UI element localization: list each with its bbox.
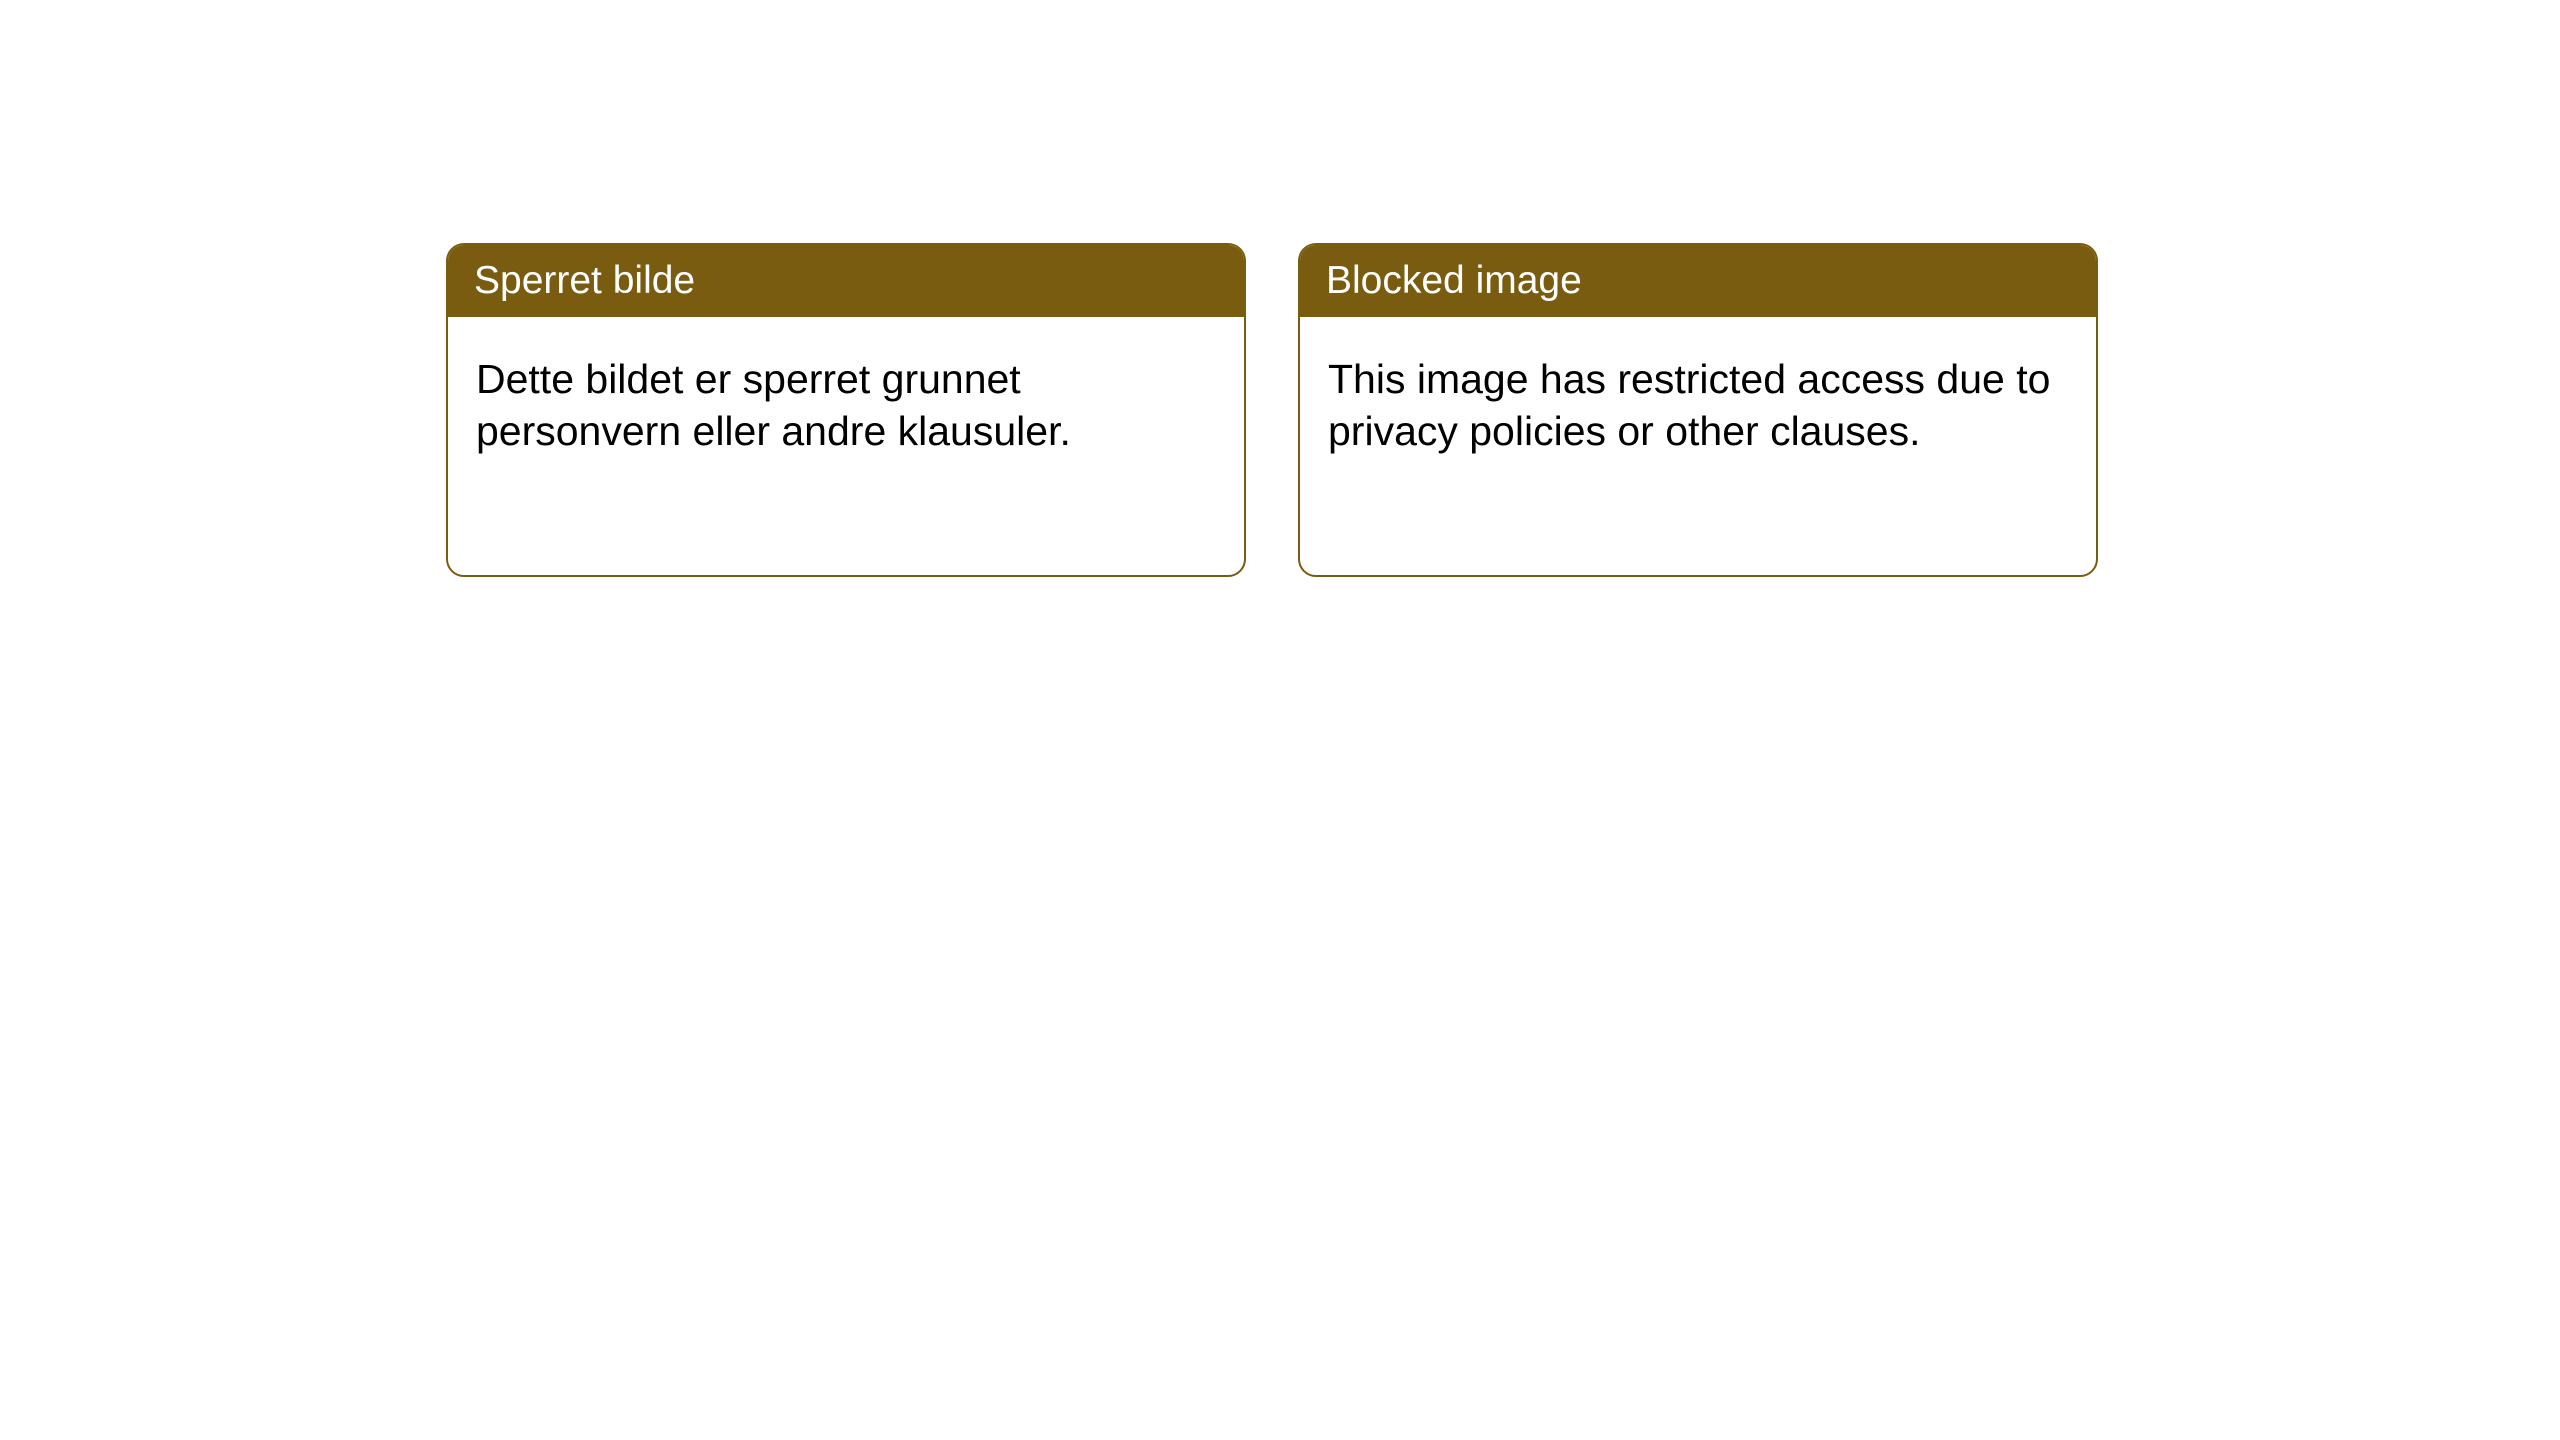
card-title-en: Blocked image xyxy=(1326,259,1582,302)
card-header-no: Sperret bilde xyxy=(448,245,1244,317)
card-text-en: This image has restricted access due to … xyxy=(1328,356,2050,454)
cards-container: Sperret bilde Dette bildet er sperret gr… xyxy=(446,243,2098,577)
card-title-no: Sperret bilde xyxy=(474,259,695,302)
card-body-en: This image has restricted access due to … xyxy=(1300,317,2096,494)
blocked-image-card-no: Sperret bilde Dette bildet er sperret gr… xyxy=(446,243,1246,577)
card-header-en: Blocked image xyxy=(1300,245,2096,317)
card-body-no: Dette bildet er sperret grunnet personve… xyxy=(448,317,1244,494)
card-text-no: Dette bildet er sperret grunnet personve… xyxy=(476,356,1071,454)
blocked-image-card-en: Blocked image This image has restricted … xyxy=(1298,243,2098,577)
